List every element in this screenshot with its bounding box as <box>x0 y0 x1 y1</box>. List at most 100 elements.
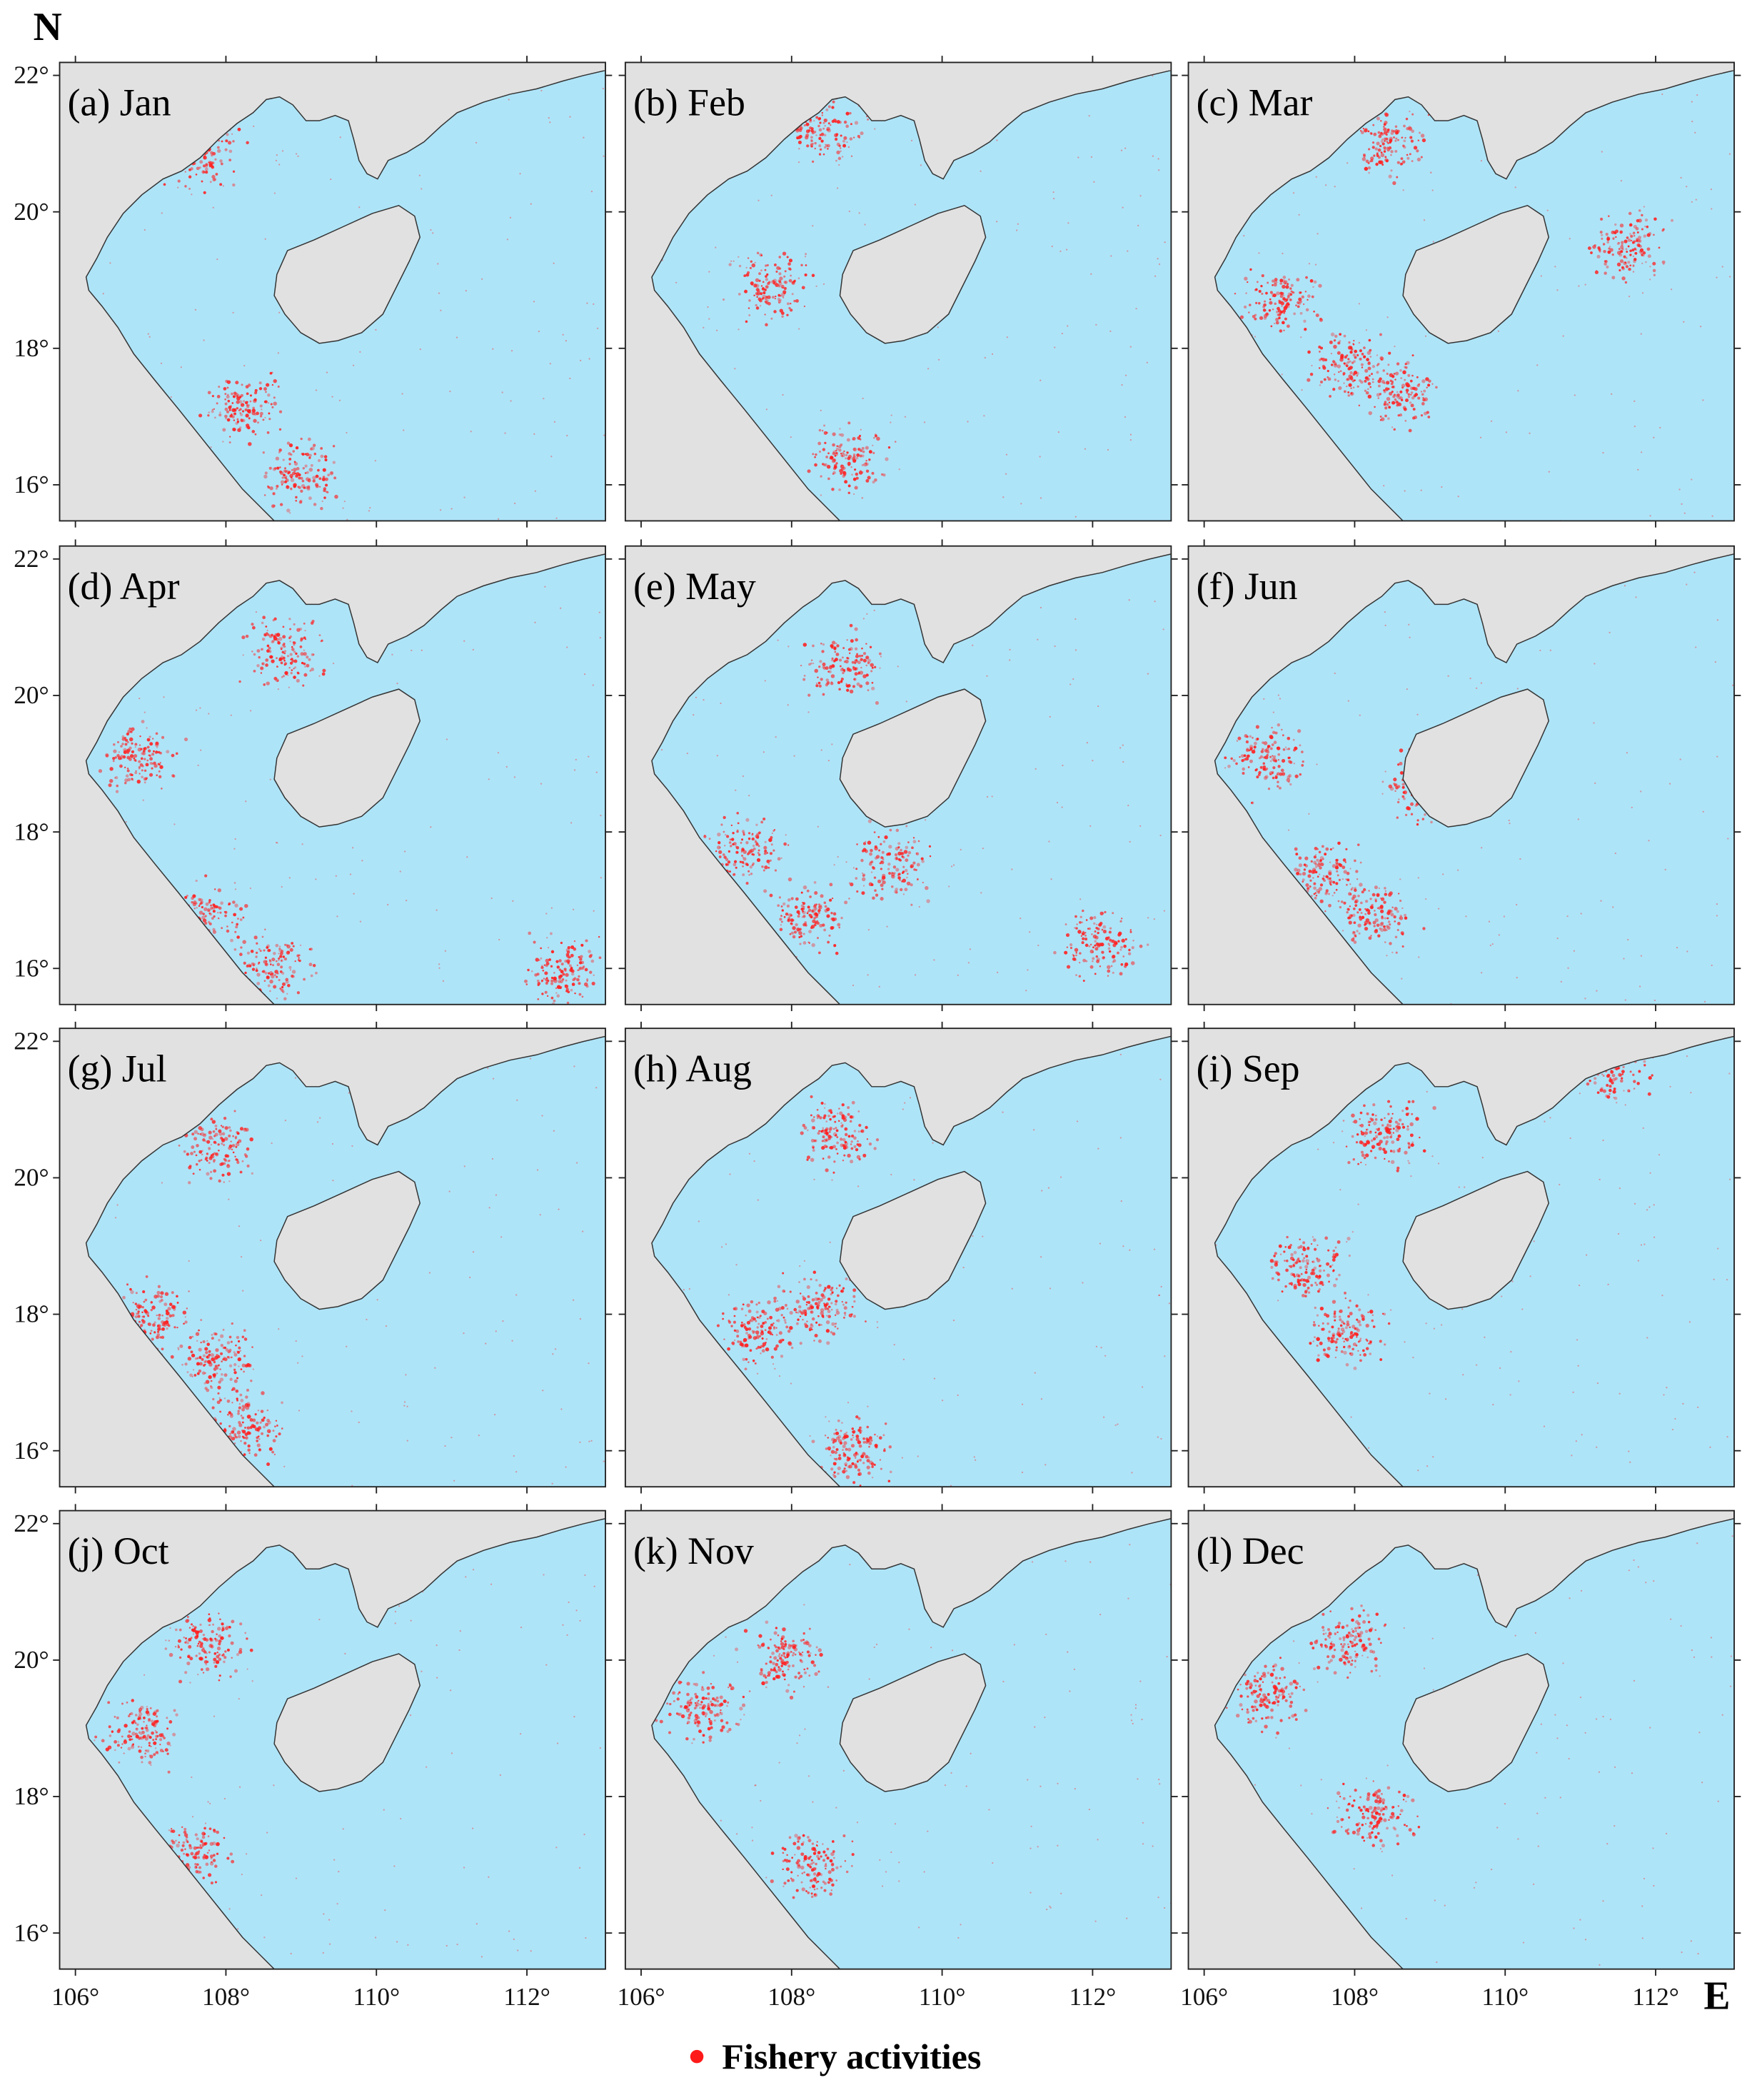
fishery-dot <box>218 1365 220 1367</box>
fishery-dot <box>1397 139 1399 141</box>
fishery-dot <box>803 933 805 935</box>
fishery-dot <box>907 873 908 875</box>
fishery-dot <box>908 851 911 854</box>
fishery-dot <box>875 894 878 897</box>
fishery-dot <box>1639 985 1641 987</box>
fishery-dot <box>1400 377 1402 379</box>
fishery-dot <box>599 956 602 959</box>
fishery-dot <box>1288 748 1290 750</box>
fishery-dot <box>339 400 341 401</box>
fishery-dot <box>1309 885 1312 888</box>
fishery-dot <box>1395 138 1397 140</box>
fishery-dot <box>791 897 794 900</box>
fishery-dot <box>1638 236 1641 239</box>
fishery-dot <box>765 269 767 271</box>
fishery-dot <box>1009 649 1010 650</box>
fishery-dot <box>855 655 859 658</box>
fishery-dot <box>824 125 825 126</box>
panel-content <box>60 1028 606 1487</box>
fishery-dot <box>1409 153 1411 155</box>
fishery-dot <box>1121 384 1122 386</box>
panel-label: (a) Jan <box>68 81 171 124</box>
fishery-dot <box>855 627 858 630</box>
fishery-dot <box>823 929 826 932</box>
fishery-dot <box>160 1291 163 1295</box>
fishery-dot <box>848 492 850 494</box>
fishery-dot <box>1242 768 1245 771</box>
fishery-dot <box>1395 786 1399 790</box>
fishery-dot <box>1287 737 1290 740</box>
fishery-dot <box>1378 385 1381 388</box>
fishery-dot <box>1127 251 1128 252</box>
fishery-dot <box>553 1000 556 1003</box>
fishery-dot <box>1412 416 1415 419</box>
fishery-dot <box>740 861 742 863</box>
fishery-dot <box>1402 145 1405 148</box>
fishery-dot <box>1092 960 1094 963</box>
fishery-dot <box>1294 763 1295 764</box>
fishery-dot <box>211 1155 213 1157</box>
fishery-dot <box>1248 766 1250 768</box>
fishery-dot <box>278 960 279 961</box>
fishery-dot <box>221 141 223 143</box>
fishery-dot <box>158 1300 161 1302</box>
fishery-dot <box>1361 912 1363 914</box>
fishery-dot <box>838 157 842 161</box>
fishery-dot <box>715 850 717 852</box>
fishery-dot <box>1313 886 1317 890</box>
fishery-dot <box>565 973 568 977</box>
fishery-dot <box>571 970 575 973</box>
fishery-dot <box>762 287 765 289</box>
fishery-dot <box>148 1322 151 1326</box>
fishery-dot <box>1629 264 1631 266</box>
fishery-dot <box>859 655 862 658</box>
fishery-dot <box>1399 916 1403 920</box>
fishery-dot <box>820 149 822 151</box>
fishery-dot <box>1314 883 1317 885</box>
fishery-dot <box>550 983 553 985</box>
fishery-dot <box>176 1295 178 1298</box>
fishery-dot <box>161 1315 163 1317</box>
fishery-dot <box>776 266 780 270</box>
fishery-dot <box>533 433 535 435</box>
fishery-dot <box>138 1307 141 1310</box>
fishery-dot <box>870 663 873 667</box>
fishery-dot <box>849 211 850 212</box>
fishery-dot <box>577 965 578 966</box>
fishery-dot <box>237 428 241 432</box>
fishery-dot <box>874 610 875 611</box>
fishery-dot <box>1396 176 1398 179</box>
fishery-dot <box>259 387 262 390</box>
fishery-dot <box>848 485 851 488</box>
fishery-dot <box>1432 189 1434 191</box>
fishery-dot <box>799 943 801 945</box>
fishery-dot <box>131 750 134 753</box>
fishery-dot <box>146 763 149 766</box>
fishery-dot <box>1686 950 1688 952</box>
fishery-dot <box>211 1380 213 1382</box>
fishery-dot <box>1393 136 1395 139</box>
fishery-dot <box>815 134 817 136</box>
fishery-dot <box>109 262 111 263</box>
fishery-dot <box>1293 192 1294 194</box>
fishery-dot <box>827 478 830 481</box>
fishery-dot <box>822 463 823 465</box>
fishery-dot <box>855 121 858 124</box>
fishery-dot <box>1354 860 1356 861</box>
fishery-dot <box>275 944 278 948</box>
fishery-dot <box>1334 378 1336 381</box>
fishery-dot <box>802 286 805 289</box>
fishery-dot <box>815 116 818 119</box>
fishery-dot <box>274 633 278 637</box>
fishery-dot <box>1375 163 1378 166</box>
fishery-dot <box>1400 163 1403 166</box>
fishery-dot <box>1349 371 1352 374</box>
fishery-dot <box>293 641 295 643</box>
fishery-dot <box>1319 351 1321 353</box>
fishery-dot <box>1281 769 1284 773</box>
fishery-dot <box>192 894 196 898</box>
fishery-dot <box>1370 156 1374 160</box>
fishery-dot <box>1418 139 1419 141</box>
fishery-dot <box>1336 859 1339 862</box>
fishery-dot <box>297 655 300 658</box>
